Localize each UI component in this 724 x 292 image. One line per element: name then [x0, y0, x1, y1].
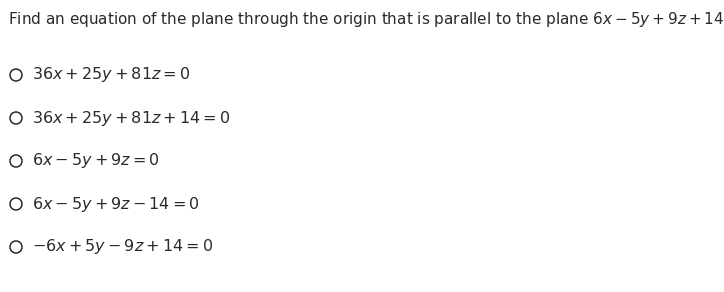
Text: $36x+25y+81z+14=0$: $36x+25y+81z+14=0$: [32, 109, 230, 128]
Text: $-6x+5y-9z+14=0$: $-6x+5y-9z+14=0$: [32, 237, 214, 256]
Text: Find an equation of the plane through the origin that is parallel to the plane $: Find an equation of the plane through th…: [8, 10, 724, 29]
Text: $36x+25y+81z=0$: $36x+25y+81z=0$: [32, 65, 190, 84]
Text: $6x-5y+9z-14=0$: $6x-5y+9z-14=0$: [32, 194, 200, 213]
Text: $6x-5y+9z=0$: $6x-5y+9z=0$: [32, 152, 160, 171]
